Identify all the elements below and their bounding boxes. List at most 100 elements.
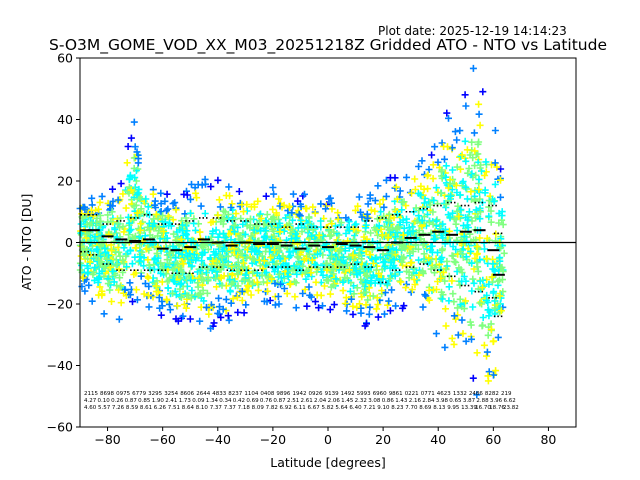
scatter-point xyxy=(458,316,466,324)
scatter-point xyxy=(108,298,115,305)
scatter-point xyxy=(483,352,490,360)
scatter-point xyxy=(393,195,401,203)
scatter-point xyxy=(183,291,191,299)
scatter-point xyxy=(309,203,317,211)
stats-cell: 3.87 xyxy=(463,398,476,404)
scatter-point xyxy=(294,197,302,205)
scatter-point xyxy=(212,250,220,258)
scatter-point xyxy=(430,286,437,294)
scatter-point xyxy=(172,206,180,214)
scatter-point xyxy=(445,297,453,305)
scatter-point xyxy=(347,295,355,303)
stats-cell: 2.16 xyxy=(409,398,422,404)
scatter-point xyxy=(364,214,372,222)
scatter-point xyxy=(188,180,195,188)
scatter-point xyxy=(492,237,500,245)
scatter-point xyxy=(145,274,153,282)
scatter-point xyxy=(371,224,378,232)
scatter-point xyxy=(204,245,212,253)
scatter-point xyxy=(481,245,488,253)
scatter-point xyxy=(103,255,111,263)
stats-cell: 1942 xyxy=(293,391,307,397)
scatter-point xyxy=(467,247,475,255)
stats-cell: 6779 xyxy=(132,391,146,397)
stats-cell: 8.13 xyxy=(433,405,446,411)
scatter-point xyxy=(468,335,475,343)
scatter-point xyxy=(260,233,268,241)
stats-cell: 3.08 xyxy=(368,398,381,404)
scatter-point xyxy=(280,201,288,209)
scatter-point xyxy=(449,252,457,260)
scatter-point xyxy=(352,220,360,228)
scatter-point xyxy=(440,269,448,276)
scatter-point xyxy=(498,212,506,220)
scatter-point xyxy=(475,185,483,193)
scatter-point xyxy=(201,210,209,217)
scatter-point xyxy=(187,209,194,217)
scatter-point xyxy=(349,310,357,318)
scatter-point xyxy=(234,282,242,290)
scatter-point xyxy=(214,233,222,241)
scatter-point xyxy=(330,228,338,236)
scatter-point xyxy=(109,267,117,275)
scatter-point xyxy=(331,280,339,288)
scatter-point xyxy=(274,224,282,232)
scatter-point xyxy=(376,200,384,208)
scatter-point xyxy=(86,258,94,266)
stats-cell: 0.34 xyxy=(219,398,232,404)
scatter-point xyxy=(196,317,204,325)
scatter-point xyxy=(444,211,452,219)
stats-cell: 2.04 xyxy=(314,398,327,404)
scatter-point xyxy=(356,269,364,277)
scatter-point xyxy=(275,270,283,278)
scatter-point xyxy=(112,248,120,256)
scatter-point xyxy=(430,197,438,204)
scatter-point xyxy=(411,186,419,193)
scatter-point xyxy=(385,297,393,305)
scatter-point xyxy=(235,188,243,195)
scatter-point xyxy=(377,225,385,233)
scatter-point xyxy=(398,198,406,206)
scatter-point xyxy=(132,286,140,294)
scatter-point xyxy=(294,207,302,214)
scatter-point xyxy=(420,213,428,221)
scatter-point xyxy=(306,250,313,258)
scatter-point xyxy=(108,247,116,255)
scatter-point xyxy=(471,162,479,170)
scatter-point xyxy=(291,293,299,301)
scatter-point xyxy=(399,255,407,263)
scatter-point xyxy=(77,220,85,228)
scatter-point xyxy=(375,222,383,230)
scatter-point xyxy=(220,230,227,237)
scatter-point xyxy=(212,226,220,234)
stats-cell: 0.86 xyxy=(382,398,395,404)
scatter-point xyxy=(308,232,316,240)
scatter-point xyxy=(441,240,449,248)
scatter-point xyxy=(268,215,275,223)
scatter-point xyxy=(473,258,481,266)
scatter-point xyxy=(342,214,350,222)
scatter-point xyxy=(396,277,404,285)
scatter-point xyxy=(471,254,479,262)
scatter-point xyxy=(367,206,375,214)
scatter-point xyxy=(116,283,124,291)
scatter-point xyxy=(216,203,224,211)
scatter-point xyxy=(133,191,141,199)
scatter-point xyxy=(483,234,491,242)
scatter-point xyxy=(169,216,177,224)
scatter-point xyxy=(182,230,190,238)
scatter-point xyxy=(276,228,284,236)
scatter-point xyxy=(214,211,222,219)
scatter-point xyxy=(473,349,481,357)
stats-cell: 3295 xyxy=(148,391,162,397)
scatter-point xyxy=(491,297,499,305)
scatter-point xyxy=(415,256,423,264)
scatter-point xyxy=(387,259,395,267)
scatter-point xyxy=(154,254,162,262)
scatter-point xyxy=(151,197,159,205)
scatter-point xyxy=(439,234,447,242)
x-tick-label: 20 xyxy=(375,432,391,447)
stats-cell: 0.87 xyxy=(125,398,138,404)
stats-cell: 8.61 xyxy=(140,405,152,411)
scatter-point xyxy=(365,310,373,318)
